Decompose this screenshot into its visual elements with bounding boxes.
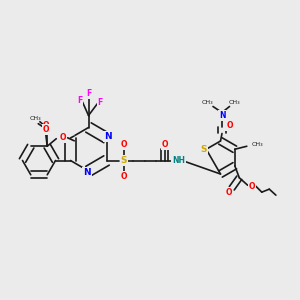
Text: CH₃: CH₃ bbox=[30, 116, 42, 121]
Text: O: O bbox=[121, 140, 127, 149]
Text: S: S bbox=[201, 145, 207, 154]
Text: O: O bbox=[226, 122, 233, 130]
Text: methoxy: methoxy bbox=[70, 134, 76, 136]
Text: F: F bbox=[97, 98, 103, 107]
Text: O: O bbox=[121, 172, 127, 181]
Text: O: O bbox=[249, 182, 255, 191]
Text: F: F bbox=[77, 96, 83, 105]
Text: F: F bbox=[86, 89, 92, 98]
Text: O: O bbox=[43, 125, 49, 134]
Text: O: O bbox=[60, 133, 66, 142]
Text: O: O bbox=[161, 140, 168, 149]
Text: CH₃: CH₃ bbox=[202, 100, 213, 105]
Text: N: N bbox=[104, 132, 112, 141]
Text: methoxy_c: methoxy_c bbox=[33, 120, 40, 122]
Text: CH₃: CH₃ bbox=[251, 142, 263, 147]
Text: CH₃: CH₃ bbox=[228, 100, 240, 105]
Text: N: N bbox=[83, 168, 91, 177]
Text: O: O bbox=[43, 121, 49, 130]
Text: N: N bbox=[219, 111, 225, 120]
Text: S: S bbox=[121, 156, 127, 165]
Text: NH: NH bbox=[172, 156, 185, 165]
Text: O: O bbox=[226, 188, 232, 197]
